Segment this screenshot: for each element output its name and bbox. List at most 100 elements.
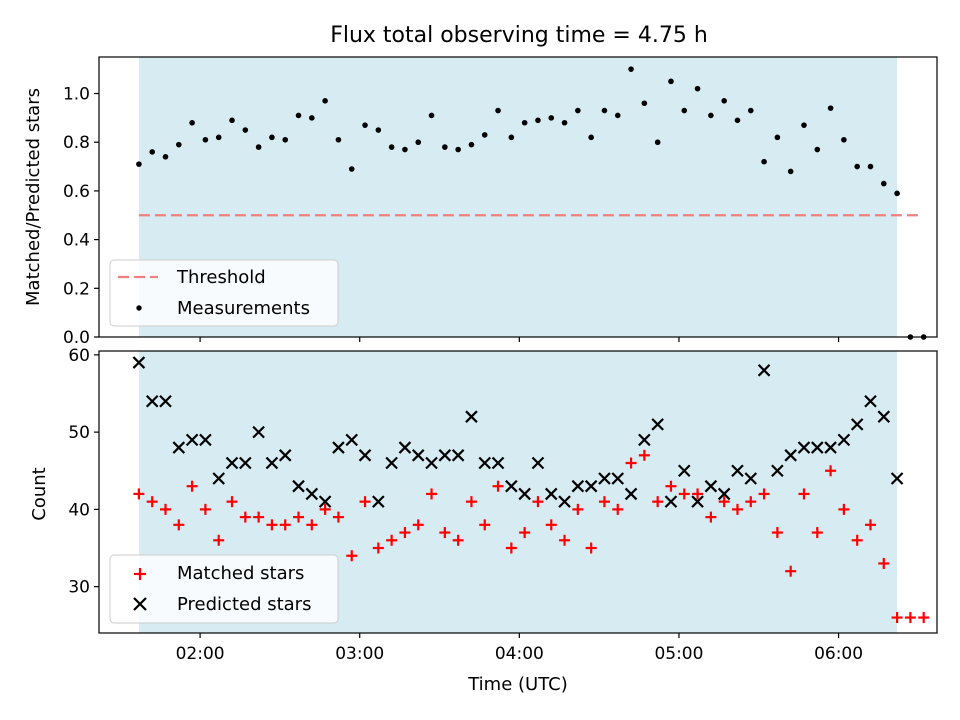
predicted-star-point [797, 441, 811, 454]
matched-star-point [133, 488, 145, 500]
top-y-tick-label: 0.0 [63, 328, 90, 348]
matched-stars-points [133, 449, 930, 624]
predicted-star-point [411, 449, 425, 462]
measurement-point [375, 127, 382, 133]
measurement-point [654, 139, 661, 146]
matched-star-point [665, 480, 677, 492]
top-y-tick-label: 0.8 [63, 133, 90, 153]
measurement-point [295, 112, 302, 119]
matched-star-point [146, 496, 158, 508]
predicted-star-point [505, 479, 518, 493]
predicted-star-point [132, 356, 146, 369]
predicted-star-point [877, 410, 891, 423]
predicted-star-point [292, 479, 305, 493]
measurement-point [269, 134, 275, 141]
matched-star-point [625, 457, 637, 469]
matched-star-point [319, 503, 331, 515]
predicted-star-point [278, 449, 292, 462]
bottom-y-tick-label: 40 [68, 500, 90, 520]
matched-star-point [745, 496, 757, 508]
predicted-star-point [358, 449, 372, 462]
matched-star-point [811, 527, 823, 539]
matched-star-point [519, 527, 531, 539]
predicted-star-point [239, 456, 252, 470]
matched-star-point [585, 542, 597, 554]
predicted-star-point [318, 495, 332, 508]
measurement-point [508, 134, 515, 141]
top-panel: 0.0 0.2 0.4 0.6 0.8 1.0 Matched/Predicted sta… [23, 56, 938, 348]
legend-matched-label: Matched stars [177, 563, 304, 584]
predicted-star-point [890, 472, 904, 485]
measurement-point [721, 98, 727, 104]
matched-star-point [399, 527, 411, 539]
matched-star-point [253, 511, 265, 523]
bottom-x-ticks: 02:00 03:00 04:00 05:00 06:00 [176, 633, 863, 664]
top-y-tick-label: 0.4 [63, 231, 90, 251]
measurement-point [242, 127, 249, 133]
bottom-panel: 30 40 50 60 02:00 03:00 04:00 05:00 06:00 Count… [29, 346, 938, 695]
matched-star-point [359, 496, 371, 508]
chart-title: Flux total observing time = 4.75 h [330, 23, 708, 48]
matched-star-point [186, 480, 198, 492]
matched-star-point [798, 488, 810, 500]
predicted-star-point [837, 433, 851, 447]
predicted-star-point [252, 425, 265, 439]
matched-star-point [332, 511, 344, 523]
predicted-star-point [717, 487, 731, 501]
measurement-point [481, 132, 488, 138]
measurement-point [162, 154, 169, 160]
measurement-point [202, 136, 209, 143]
matched-star-point [785, 565, 797, 577]
measurement-point [588, 134, 594, 141]
predicted-star-point [784, 449, 797, 462]
predicted-star-point [651, 418, 664, 431]
bottom-axes-frame [98, 350, 938, 634]
measurement-point [415, 139, 422, 146]
matched-star-point [372, 542, 384, 554]
predicted-star-point [372, 495, 385, 508]
measurement-point [309, 115, 315, 121]
measurement-point [229, 117, 235, 124]
measurement-point [601, 107, 608, 114]
predicted-star-point [864, 394, 877, 408]
legend-threshold-label: Threshold [176, 267, 266, 288]
measurement-point [668, 78, 674, 85]
measurement-point [215, 134, 222, 141]
predicted-star-point [624, 487, 638, 501]
matched-star-point [386, 534, 398, 546]
x-tick-label: 02:00 [176, 644, 225, 664]
predicted-star-point [305, 487, 319, 501]
top-legend-box [109, 259, 339, 327]
measurement-point [535, 117, 541, 124]
measurement-point [335, 136, 342, 143]
matched-star-point [864, 519, 876, 531]
measurement-point [282, 136, 289, 143]
measurement-point [734, 117, 741, 124]
predicted-star-point [611, 472, 625, 485]
predicted-star-point [531, 456, 545, 470]
matched-star-point [638, 449, 650, 461]
measurement-point [322, 98, 328, 104]
predicted-star-point [185, 433, 199, 447]
predicted-star-point [172, 441, 186, 454]
predicted-star-point [691, 495, 704, 508]
predicted-star-point [345, 433, 359, 447]
matched-star-point [572, 503, 584, 515]
predicted-star-point [265, 456, 279, 470]
measurement-point [894, 190, 900, 197]
predicted-star-point [451, 449, 465, 462]
top-y-tick-label: 0.6 [63, 182, 90, 202]
measurement-point [388, 144, 395, 150]
measurement-point [442, 144, 448, 150]
top-axes-frame [98, 56, 938, 338]
measurement-point [575, 107, 581, 114]
predicted-star-point [558, 495, 571, 508]
measurement-point [189, 119, 195, 126]
measurement-point [761, 158, 767, 165]
measurement-point [468, 141, 475, 148]
matched-star-point [239, 511, 251, 523]
predicted-star-point [478, 456, 492, 470]
matched-star-point [771, 527, 783, 539]
top-y-ticks: 0.0 0.2 0.4 0.6 0.8 1.0 [63, 85, 99, 348]
predicted-star-point [385, 456, 398, 470]
